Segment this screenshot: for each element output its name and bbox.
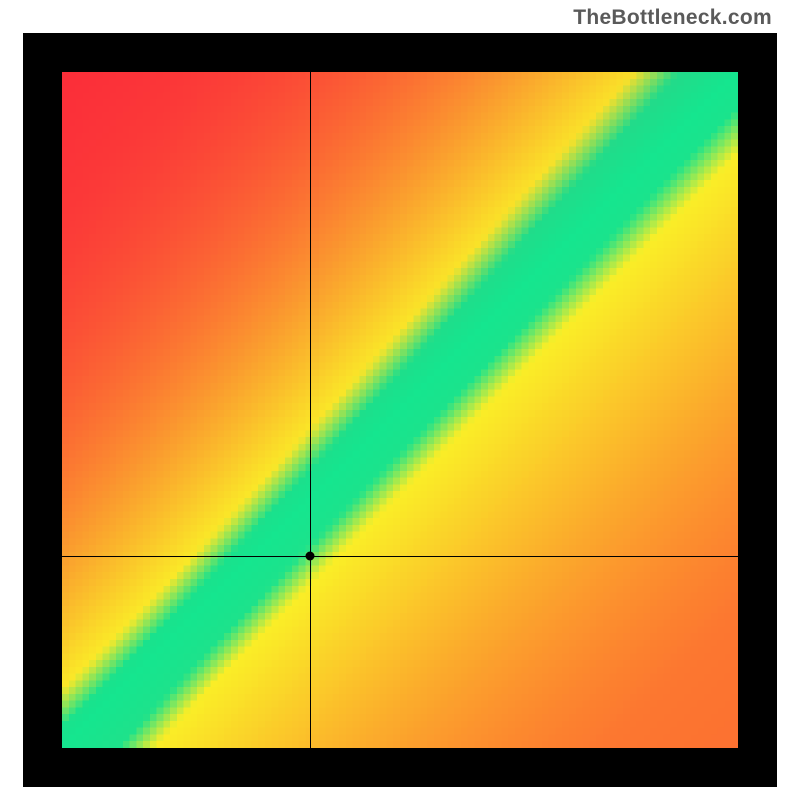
- crosshair-horizontal: [62, 556, 738, 557]
- heatmap-plot: [62, 72, 738, 748]
- heatmap-canvas: [62, 72, 738, 748]
- crosshair-vertical: [310, 72, 311, 748]
- crosshair-marker: [306, 552, 315, 561]
- attribution-text: TheBottleneck.com: [573, 6, 772, 30]
